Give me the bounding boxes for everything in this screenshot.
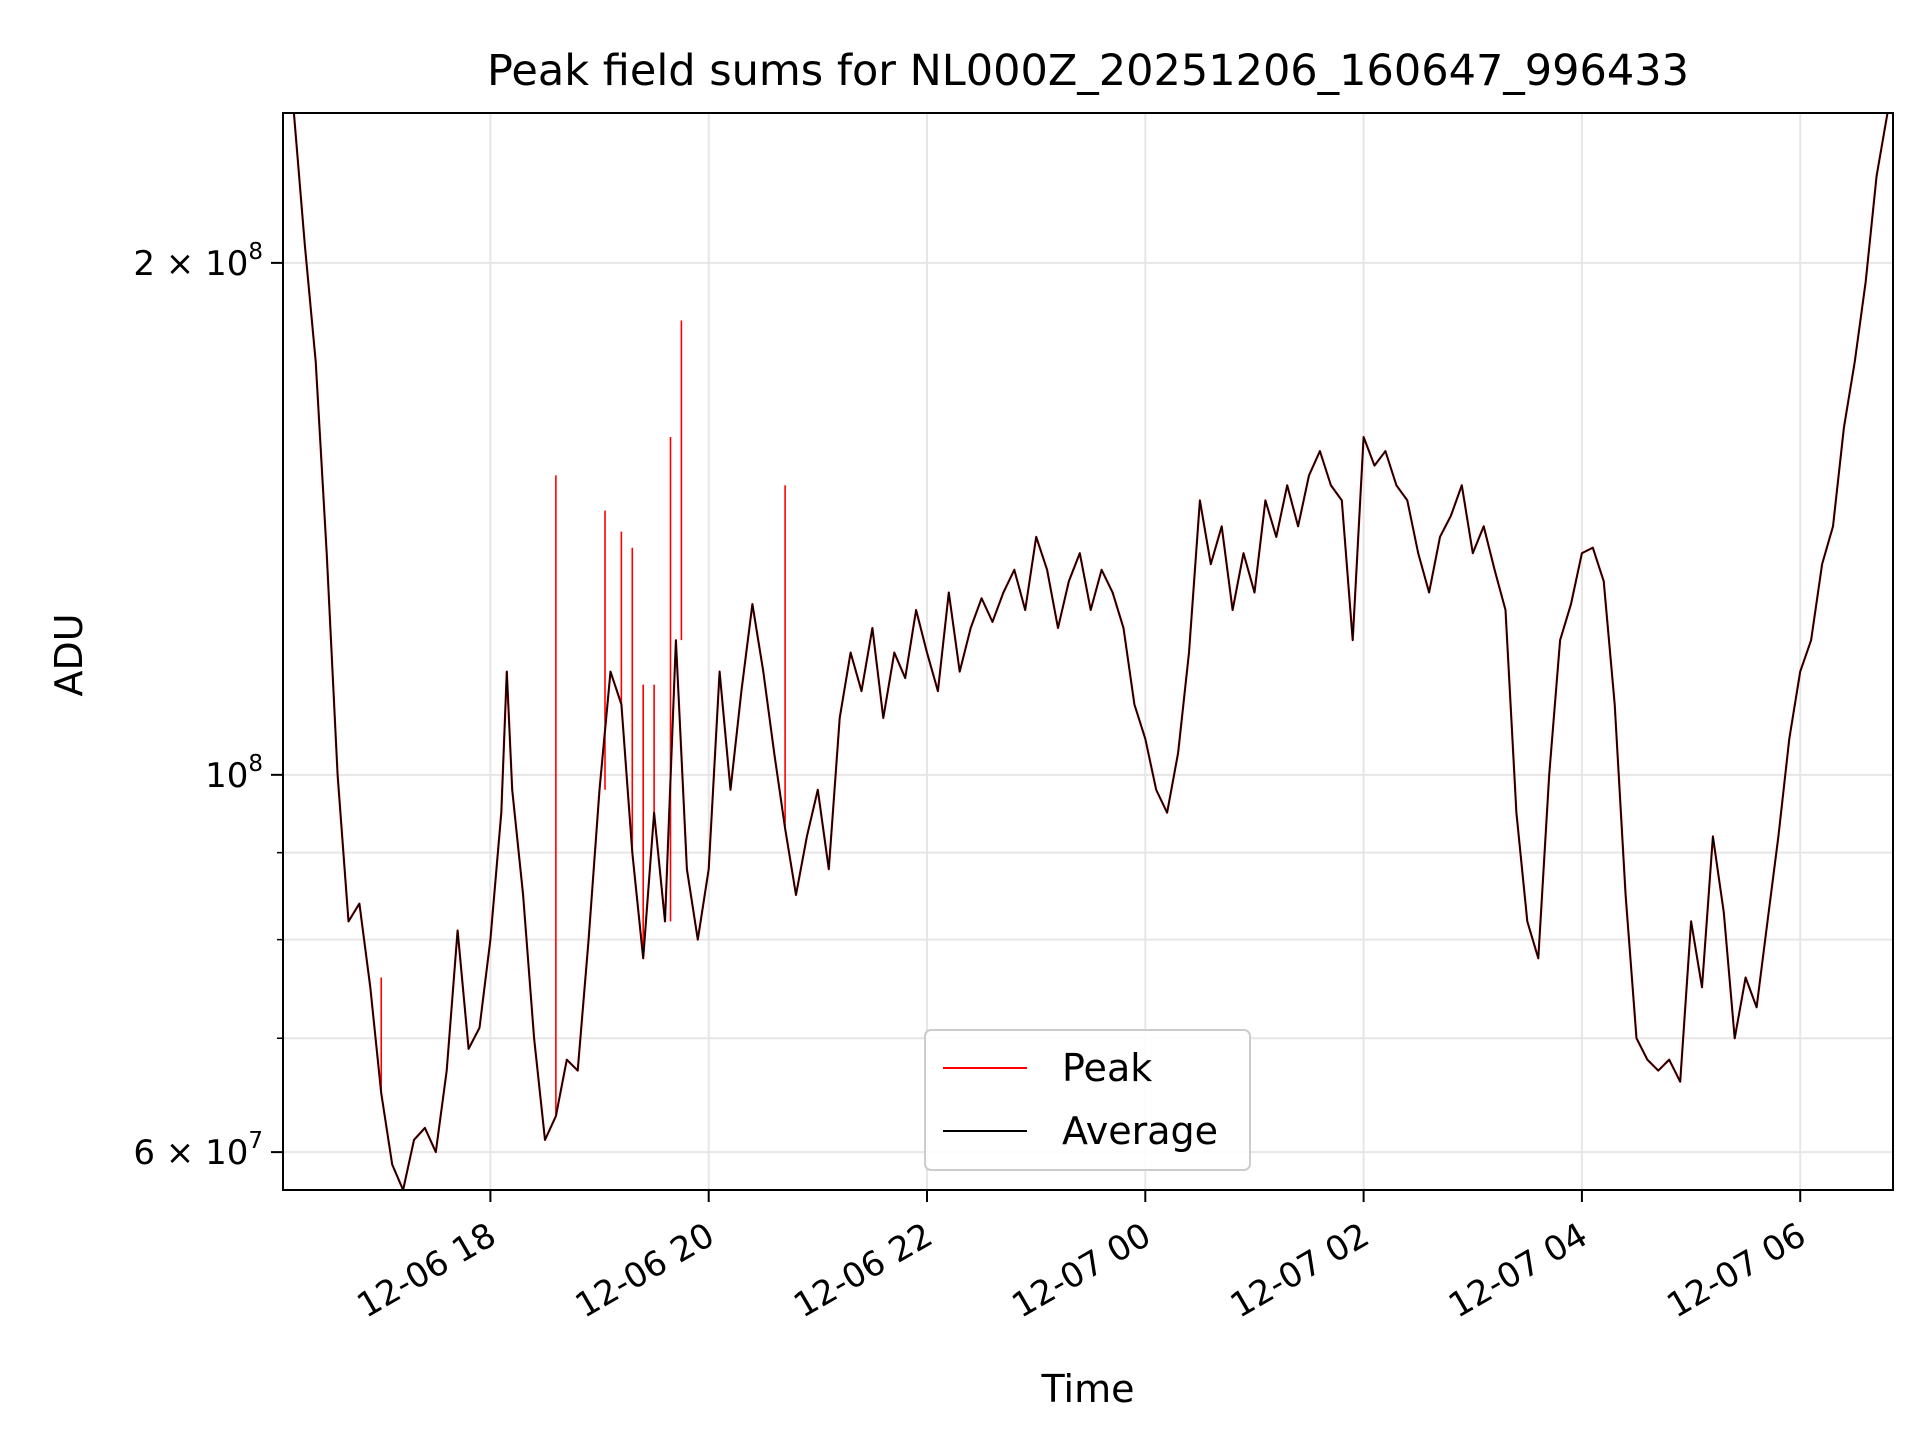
legend-average-label: Average <box>1062 1109 1218 1153</box>
y-tick-label: 2 × 108 <box>133 239 263 284</box>
y-tick-label-base: 2 × 10 <box>133 244 248 284</box>
legend-peak-label: Peak <box>1062 1046 1152 1090</box>
series-lines <box>292 113 1889 1190</box>
average-series-line <box>293 113 1889 1190</box>
y-axis-label: ADU <box>47 613 91 696</box>
legend: Peak Average <box>924 1029 1251 1171</box>
x-axis-label: Time <box>1041 1367 1135 1411</box>
y-tick-label-base: 10 <box>205 756 248 796</box>
y-tick-label-exponent: 8 <box>248 239 263 265</box>
plot-frame <box>282 112 1894 1191</box>
y-tick-label: 6 × 107 <box>133 1128 263 1173</box>
chart-title: Peak field sums for NL000Z_20251206_1606… <box>487 46 1689 96</box>
legend-box <box>924 1029 1251 1171</box>
y-tick-label: 108 <box>205 751 263 796</box>
y-tick-label-exponent: 7 <box>248 1128 263 1154</box>
grid <box>283 113 1893 1190</box>
y-tick-label-exponent: 8 <box>248 751 263 777</box>
y-tick-label-base: 6 × 10 <box>133 1133 248 1173</box>
